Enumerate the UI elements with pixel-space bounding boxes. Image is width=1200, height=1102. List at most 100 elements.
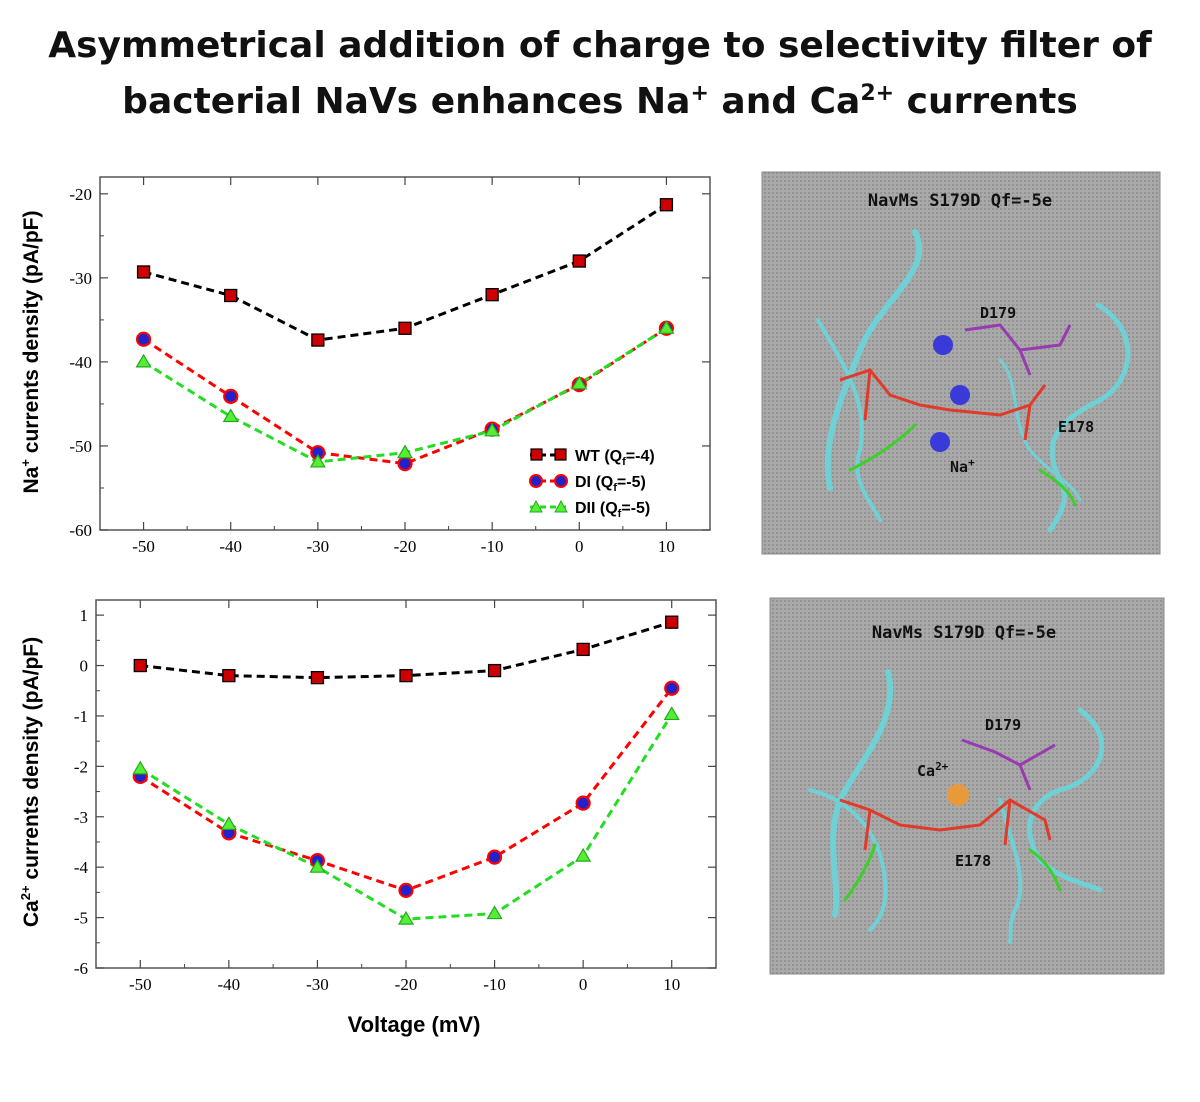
x-tick-label: -30	[306, 975, 329, 994]
data-point	[224, 288, 238, 303]
data-point	[135, 331, 152, 347]
na-ion-3	[930, 432, 950, 452]
data-point	[398, 882, 414, 898]
y-tick-label: -2	[74, 757, 88, 776]
ca-label-e178: E178	[955, 852, 991, 870]
ca-label-d179: D179	[985, 716, 1021, 734]
ca-ylabel-a: Ca	[20, 900, 43, 927]
na-ylabel-sup: +	[18, 459, 33, 467]
x-tick-label: -30	[307, 537, 330, 556]
na-label-e178: E178	[1058, 418, 1094, 436]
x-tick-label: -40	[218, 975, 241, 994]
x-tick-label: -20	[395, 975, 418, 994]
data-point	[397, 910, 415, 925]
data-point	[575, 795, 591, 811]
data-point	[665, 615, 679, 629]
na-protein-ribbons	[816, 229, 1131, 533]
data-point	[133, 658, 147, 673]
data-point	[310, 670, 325, 685]
y-tick-label: -4	[74, 858, 89, 877]
na-ion-1	[933, 335, 953, 355]
title-line-2-part-a: bacterial NaVs enhances Na	[122, 81, 691, 122]
ca-chart-y-ticks: -6 -5 -4 -3 -2 -1 0 1	[74, 606, 716, 978]
data-point	[132, 760, 149, 775]
ca-chart-x-ticks: -50 -40 -30 -20 -10 0 10	[129, 600, 680, 994]
x-tick-label: -10	[483, 975, 506, 994]
legend-entry-dii: DII (Qf=-5)	[529, 499, 650, 520]
legend-entry-di: DI (Qf=-5)	[529, 474, 646, 494]
ca-ylabel-sup: 2+	[18, 885, 33, 900]
y-tick-label: -20	[69, 185, 92, 204]
na-chart-legend: WT (Qf=-4) DI (Qf=-5) DII (Qf=-5)	[529, 448, 655, 520]
data-point	[571, 375, 588, 390]
na-ylabel-b: currents density (pA/pF)	[20, 211, 43, 460]
na-side-chains	[839, 323, 1072, 441]
data-point	[659, 198, 674, 212]
data-point	[486, 849, 503, 865]
na-currents-chart: -60 -50 -40 -30 -20 -50 -40 -30 -20 -10 0 10 Na+ c…	[18, 176, 711, 556]
y-tick-label: 1	[80, 606, 89, 625]
legend-label-di: DI (Qf=-5)	[575, 474, 646, 494]
x-tick-label: -40	[219, 537, 242, 556]
legend-label-wt: WT (Qf=-4)	[575, 448, 655, 468]
data-point	[572, 254, 586, 268]
data-point	[397, 456, 413, 472]
title-sup-1: +	[690, 81, 709, 106]
data-point	[575, 847, 592, 862]
legend-entry-wt: WT (Qf=-4)	[530, 448, 655, 468]
data-point	[663, 706, 680, 721]
na-ylabel-a: Na	[20, 466, 43, 493]
data-point	[311, 333, 325, 347]
x-axis-label: Voltage (mV)	[348, 1012, 481, 1037]
legend-marker-dii	[529, 499, 543, 513]
y-tick-label: -5	[74, 909, 88, 928]
title-line-2-part-b: and Ca	[708, 81, 861, 122]
ca-label-ion: Ca2+	[917, 760, 949, 780]
ca-structure-title: NavMs S179D Qf=-5e	[872, 623, 1056, 643]
na-structure-title: NavMs S179D Qf=-5e	[868, 191, 1052, 211]
y-tick-label: -50	[69, 437, 92, 456]
na-structure-image: NavMs S179D Qf=-5e D179 E178 Na+	[761, 171, 1161, 555]
data-point	[396, 444, 414, 459]
data-point	[576, 642, 590, 657]
figure-title: Asymmetrical addition of charge to selec…	[0, 22, 1200, 126]
data-point	[222, 408, 239, 423]
x-tick-label: 10	[658, 537, 675, 556]
legend-marker-wt	[530, 448, 543, 461]
na-ion-2	[950, 385, 970, 405]
data-point	[398, 321, 412, 335]
na-chart-x-ticks: -50 -40 -30 -20 -10 0 10	[132, 177, 675, 556]
data-point	[664, 680, 680, 696]
na-chart-series	[135, 198, 675, 472]
data-point	[222, 668, 236, 683]
ca-side-chains	[839, 738, 1056, 851]
data-point	[309, 858, 326, 873]
legend-label-dii: DII (Qf=-5)	[575, 500, 650, 520]
na-structure-background	[761, 171, 1161, 555]
data-point	[485, 288, 499, 302]
title-line-1: Asymmetrical addition of charge to selec…	[48, 25, 1152, 66]
x-tick-label: 0	[575, 537, 584, 556]
na-chart-y-axis-label: Na+ currents density (pA/pF)	[18, 211, 43, 494]
x-tick-label: -10	[481, 537, 504, 556]
y-tick-label: -30	[69, 269, 92, 288]
ca-currents-chart: -6-5-4-3-2-101 -50 -40 -30 -20 -10 0 10 Ca2+ c…	[18, 599, 717, 994]
ca-structure-image: NavMs S179D Qf=-5e D179 E178 Ca2+	[769, 597, 1165, 975]
data-point	[136, 265, 151, 279]
na-label-ion: Na+	[950, 456, 975, 476]
title-line-2-part-c: currents	[894, 81, 1078, 122]
na-chart-y-ticks: -60 -50 -40 -30 -20	[69, 185, 710, 540]
legend-marker-di	[529, 474, 543, 488]
na-label-d179: D179	[980, 304, 1016, 322]
data-point	[487, 663, 502, 678]
x-tick-label: 10	[663, 975, 680, 994]
ca-chart-plot-area	[95, 599, 717, 969]
data-point	[484, 422, 501, 437]
x-tick-label: 0	[579, 975, 588, 994]
data-point	[399, 668, 413, 683]
ca-structure-background	[769, 597, 1165, 975]
y-tick-label: -1	[74, 707, 88, 726]
ca-ylabel-b: currents density (pA/pF)	[20, 637, 43, 886]
data-point	[658, 320, 675, 334]
ca-chart-series	[132, 615, 680, 925]
